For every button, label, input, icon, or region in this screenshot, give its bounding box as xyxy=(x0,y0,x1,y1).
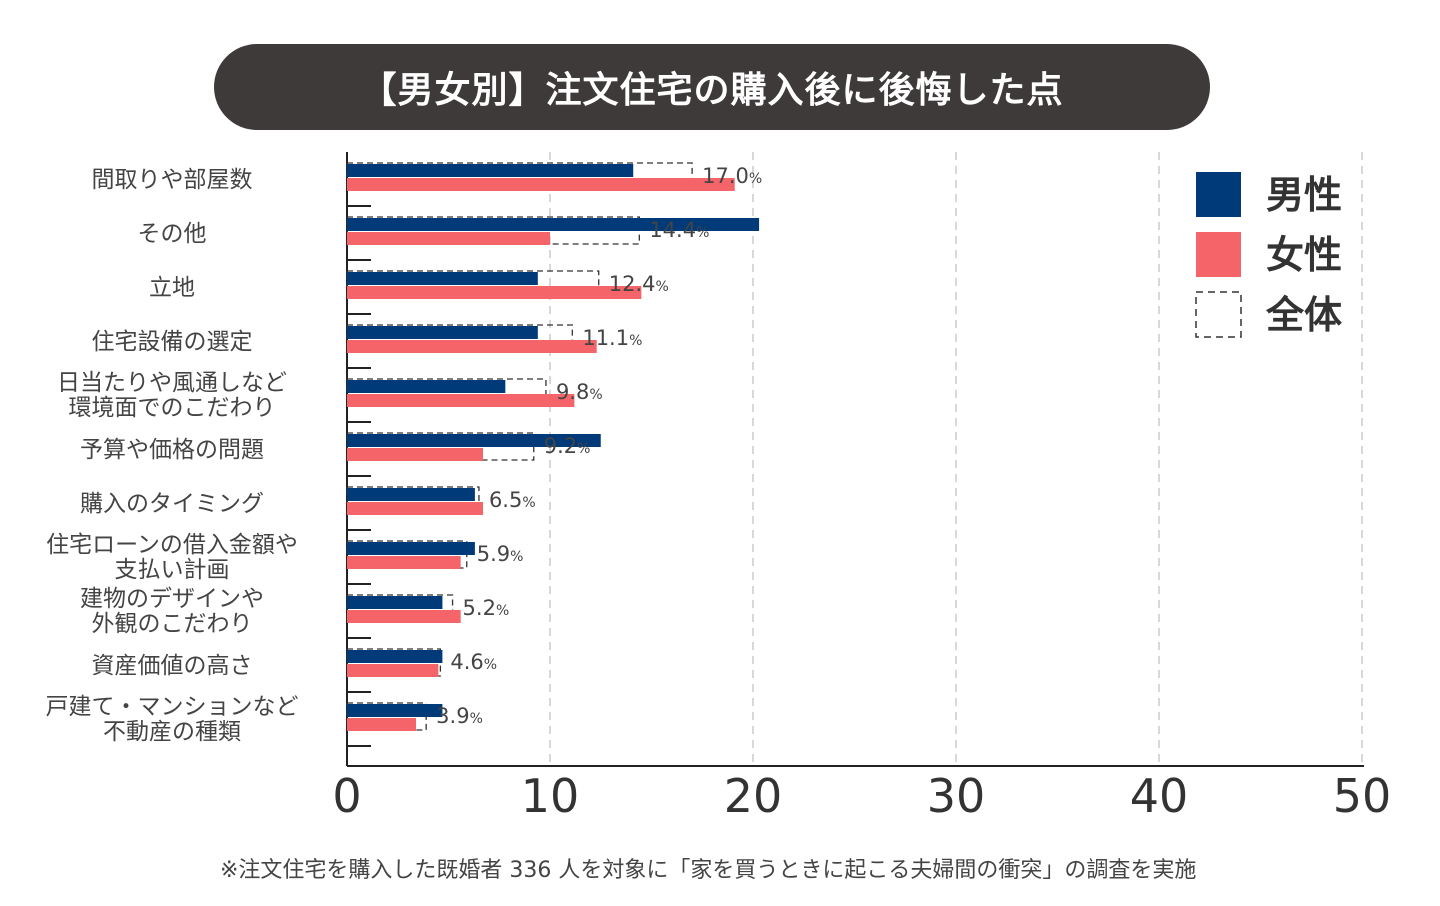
category-label: 住宅設備の選定 xyxy=(92,329,253,355)
legend-swatch xyxy=(1196,232,1241,277)
bar-male xyxy=(347,596,443,609)
bar-male xyxy=(347,542,475,555)
bar-female xyxy=(347,718,417,731)
category-label: 予算や価格の問題 xyxy=(80,437,264,463)
data-label-overall: 4.6% xyxy=(450,650,497,674)
x-tick-label: 50 xyxy=(1333,769,1392,823)
bar-male xyxy=(347,488,475,501)
bar-male xyxy=(347,704,443,717)
legend-swatch xyxy=(1195,291,1242,338)
legend-label: 男性 xyxy=(1266,173,1342,217)
category-label: 購入のタイミング xyxy=(80,491,264,517)
bar-female xyxy=(347,394,575,407)
footnote: ※注文住宅を購入した既婚者 336 人を対象に「家を買うときに起こる夫婦間の衝突… xyxy=(220,858,1197,883)
data-label-overall: 14.4% xyxy=(649,218,709,242)
category-label: その他 xyxy=(138,221,207,247)
bar-male xyxy=(347,434,601,447)
category-label: 住宅ローンの借入金額や xyxy=(46,532,298,558)
data-label-overall: 5.9% xyxy=(477,542,524,566)
data-label-overall: 12.4% xyxy=(609,272,669,296)
bar-female xyxy=(347,448,484,461)
legend-label: 女性 xyxy=(1266,233,1342,277)
chart-title: 【男女別】注文住宅の購入後に後悔した点 xyxy=(360,70,1064,111)
category-label: 支払い計画 xyxy=(115,557,230,583)
bar-female xyxy=(347,664,439,677)
category-label: 建物のデザインや xyxy=(80,586,264,612)
bar-male xyxy=(347,164,634,177)
bar-female xyxy=(347,178,735,191)
legend-label: 全体 xyxy=(1265,293,1342,337)
category-label: 立地 xyxy=(149,275,195,301)
legend-swatch xyxy=(1196,172,1241,217)
category-label: 外観のこだわり xyxy=(92,611,253,637)
data-label-overall: 3.9% xyxy=(436,704,483,728)
category-label: 不動産の種類 xyxy=(103,719,241,745)
bar-female xyxy=(347,232,550,245)
x-tick-label: 30 xyxy=(927,769,986,823)
data-label-overall: 9.2% xyxy=(544,434,591,458)
category-label: 戸建て・マンションなど xyxy=(46,694,299,720)
bar-male xyxy=(347,650,443,663)
bar-male xyxy=(347,326,538,339)
x-tick-label: 0 xyxy=(332,769,361,823)
category-label: 環境面でのこだわり xyxy=(69,395,276,421)
category-label: 間取りや部屋数 xyxy=(92,167,253,193)
x-tick-label: 40 xyxy=(1130,769,1189,823)
bar-female xyxy=(347,340,597,353)
bar-female xyxy=(347,556,461,569)
data-label-overall: 17.0% xyxy=(702,164,762,188)
bar-male xyxy=(347,218,760,231)
data-label-overall: 5.2% xyxy=(463,596,510,620)
bar-female xyxy=(347,610,461,623)
bar-male xyxy=(347,380,506,393)
bar-male xyxy=(347,272,538,285)
bar-female xyxy=(347,286,642,299)
bar-female xyxy=(347,502,484,515)
category-label: 日当たりや風通しなど xyxy=(57,370,287,396)
x-tick-label: 10 xyxy=(521,769,580,823)
data-label-overall: 11.1% xyxy=(582,326,642,350)
chart-title-banner: 【男女別】注文住宅の購入後に後悔した点 xyxy=(214,44,1210,130)
data-label-overall: 9.8% xyxy=(556,380,603,404)
data-label-overall: 6.5% xyxy=(489,488,536,512)
category-label: 資産価値の高さ xyxy=(92,653,253,679)
x-tick-label: 20 xyxy=(724,769,783,823)
